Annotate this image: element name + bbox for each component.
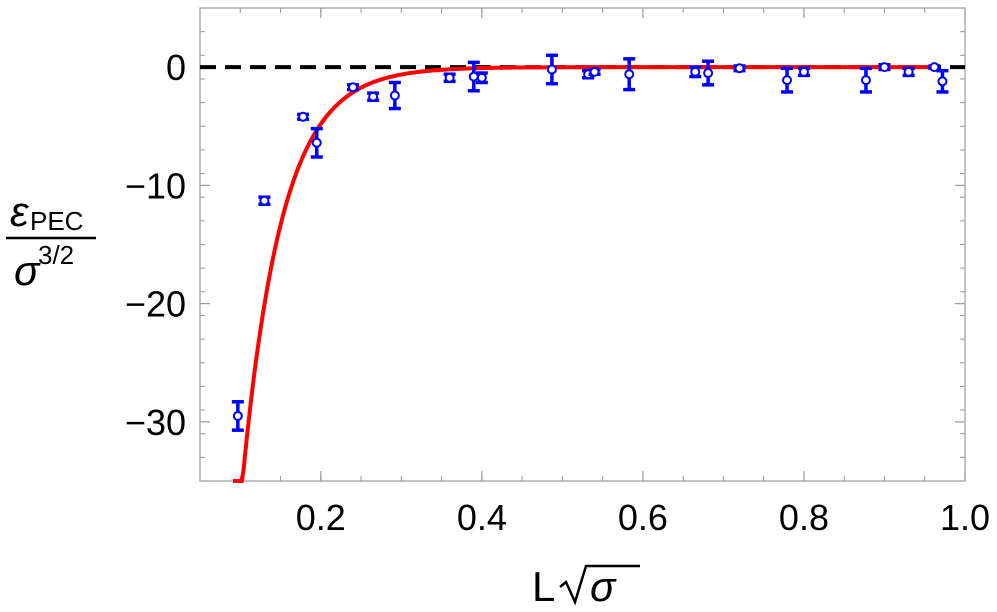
marker <box>734 63 745 74</box>
x-axis-title-sigma: σ <box>590 563 617 610</box>
marker <box>311 137 322 148</box>
x-tick-labels: 0.2 0.4 0.6 0.8 1.0 <box>296 497 990 538</box>
data-point <box>702 59 715 87</box>
data-point <box>388 80 401 111</box>
data-point <box>310 126 323 159</box>
marker <box>476 72 487 83</box>
y-tick-labels: 0 −10 −20 −30 <box>125 47 186 443</box>
data-point <box>347 82 359 93</box>
data-point <box>689 65 702 79</box>
x-axis-title-L: L <box>532 563 555 610</box>
data-point <box>781 66 794 94</box>
marker <box>929 62 940 73</box>
y-axis-title-epsilon: ε <box>10 188 29 235</box>
y-tick-label: −10 <box>125 165 186 206</box>
marker <box>703 68 714 79</box>
marker <box>368 91 379 102</box>
data-point <box>733 63 746 74</box>
data-point <box>297 111 310 122</box>
marker <box>879 62 890 73</box>
x-tick-label: 0.8 <box>779 497 829 538</box>
data-point <box>231 400 244 432</box>
x-axis-title-sqrt-sign <box>559 564 640 606</box>
y-axis-title: ε PEC σ 3/2 <box>6 188 96 294</box>
data-point <box>859 66 872 94</box>
x-axis-title: L σ <box>532 563 640 610</box>
marker <box>348 82 358 93</box>
marker <box>903 66 914 77</box>
data-point <box>588 66 601 77</box>
marker <box>782 75 793 86</box>
y-axis-title-exponent: 3/2 <box>38 240 74 270</box>
fit-curve <box>233 65 937 483</box>
y-tick-label: 0 <box>166 47 186 88</box>
data-point <box>258 195 271 207</box>
data-point <box>936 68 949 94</box>
points-layer <box>231 53 949 432</box>
y-axis-title-sigma: σ <box>14 247 41 294</box>
data-point <box>545 53 558 86</box>
marker <box>444 72 455 83</box>
x-tick-label: 0.4 <box>457 497 507 538</box>
data-point <box>475 71 488 85</box>
y-axis-title-subscript: PEC <box>30 206 83 236</box>
marker <box>690 66 701 77</box>
data-point <box>928 62 941 73</box>
marker <box>860 75 871 86</box>
marker <box>259 195 270 206</box>
fit-layer <box>233 65 937 483</box>
data-point <box>623 57 636 92</box>
x-tick-label: 0.6 <box>618 497 668 538</box>
x-tick-label: 1.0 <box>940 497 990 538</box>
data-point <box>878 62 891 73</box>
minor-ticks <box>199 7 966 482</box>
data-point <box>367 91 380 102</box>
data-point <box>902 66 915 78</box>
marker <box>798 66 809 77</box>
marker <box>232 410 243 421</box>
marker <box>624 69 635 80</box>
y-tick-label: −30 <box>125 402 186 443</box>
x-tick-label: 0.2 <box>296 497 346 538</box>
y-tick-label: −20 <box>125 284 186 325</box>
marker <box>937 76 948 87</box>
marker <box>298 111 309 122</box>
data-point <box>797 66 810 78</box>
marker <box>546 64 557 75</box>
data-point <box>443 72 456 84</box>
marker <box>589 66 600 77</box>
marker <box>389 90 400 101</box>
